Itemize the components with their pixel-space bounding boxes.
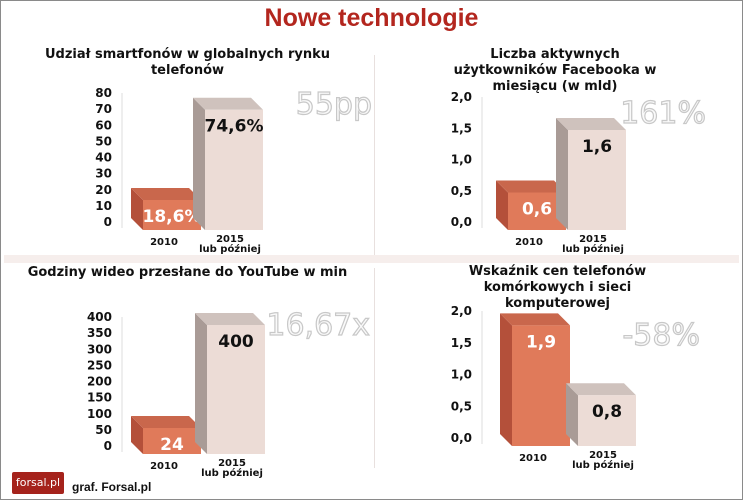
x-tick-label: 2015 lub później [562,234,624,255]
bar [143,428,201,454]
y-tick-label: 0,5 [451,184,472,198]
y-tick-label: 1,5 [451,121,472,135]
x-tick-label: 2010 [519,453,547,464]
x-tick-label: 2015 lub później [201,458,263,479]
chart-title: Godziny wideo przesłane do YouTube w min [27,265,348,280]
bar-top [500,313,570,326]
data-label: 18,6% [143,207,202,227]
forsal-logo: forsal.pl [12,472,64,494]
y-tick-label: 40 [95,151,112,165]
y-tick-label: 350 [87,326,112,340]
y-tick-label: 70 [95,102,112,116]
y-tick-label: 0 [104,215,112,229]
bar-side [195,313,207,454]
bar-side [193,97,205,231]
y-tick-label: 1,0 [451,368,472,382]
chart-title: Wskaźnik cen telefonów komórkowych i sie… [468,264,647,311]
y-tick-label: 1,5 [451,336,472,350]
divider [374,268,375,468]
data-label: 0,8 [592,402,622,422]
y-tick-label: 0,0 [451,215,472,229]
bar-top [566,383,636,396]
chart-title: Udział smartfonów w globalnych rynku tel… [44,47,331,78]
divider [4,255,739,263]
data-label: 1,9 [526,332,556,352]
data-label: 1,6 [582,137,612,157]
page-title: Nowe technologie [264,4,479,32]
y-tick-label: 1,0 [451,153,472,167]
bar-side [566,383,578,446]
data-label: 24 [160,435,184,455]
y-tick-label: 300 [87,342,112,356]
y-tick-label: 50 [95,423,112,437]
bar-side [500,313,512,446]
y-tick-label: 2,0 [451,90,472,104]
y-tick-label: 30 [95,167,112,181]
y-tick-label: 100 [87,407,112,421]
annotation: 161% [620,96,706,131]
bar-top [131,188,201,201]
y-tick-label: 50 [95,134,112,148]
x-tick-label: 2015 lub później [199,234,261,255]
x-tick-label: 2010 [150,237,178,248]
bar-side [496,180,508,230]
x-tick-label: 2015 lub później [572,450,634,471]
y-tick-label: 400 [87,310,112,324]
bar-top [195,313,265,325]
y-tick-label: 2,0 [451,304,472,318]
annotation: 16,67x [266,308,370,343]
bar-side [131,416,143,454]
bar [512,325,570,446]
bar [143,200,201,230]
y-tick-label: 200 [87,375,112,389]
y-tick-label: 80 [95,86,112,100]
bar-top [496,180,566,193]
credit: graf. Forsal.pl [72,480,152,494]
bar-top [556,118,626,130]
divider [374,55,375,255]
y-tick-label: 20 [95,183,112,197]
bar-top [193,97,263,110]
bar-side [556,118,568,230]
annotation: 55pp [296,87,372,122]
bar [578,395,636,446]
y-tick-label: 0,0 [451,431,472,445]
y-tick-label: 0,5 [451,399,472,413]
data-label: 74,6% [205,117,264,137]
bar-top [131,416,201,428]
y-tick-label: 60 [95,118,112,132]
y-tick-label: 250 [87,358,112,372]
data-label: 0,6 [522,200,552,220]
y-tick-label: 0 [104,439,112,453]
x-tick-label: 2010 [150,461,178,472]
data-label: 400 [218,332,254,352]
chart-title: Liczba aktywnych użytkowników Facebooka … [453,47,657,94]
y-tick-label: 150 [87,391,112,405]
bar [205,109,263,230]
bar [207,325,265,454]
y-tick-label: 10 [95,199,112,213]
annotation: -58% [622,318,700,353]
bar-side [131,188,143,230]
bar [568,130,626,230]
x-tick-label: 2010 [515,237,543,248]
